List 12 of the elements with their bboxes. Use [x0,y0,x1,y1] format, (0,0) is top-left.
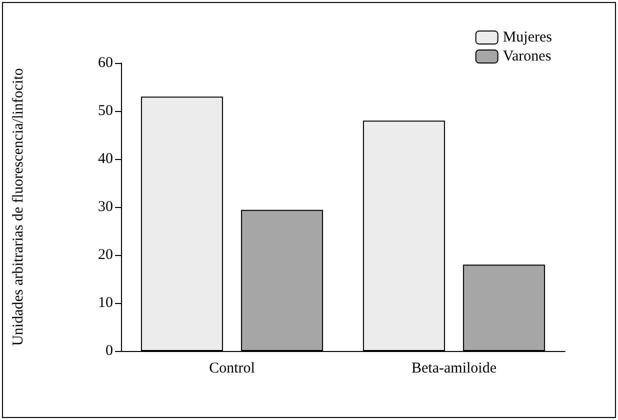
y-tick-label: 20 [98,247,113,263]
y-tick-label: 10 [98,295,113,311]
x-tick-label: Control [209,360,255,376]
x-tick-label: Beta-amiloide [412,360,497,376]
y-tick-label: 40 [98,151,113,167]
y-tick-label: 50 [98,103,113,119]
legend-label: Varones [502,48,552,64]
y-tick-label: 60 [98,55,113,71]
y-axis-title: Unidades arbitrarias de fluorescencia/linfocito [10,68,26,346]
y-tick-label: 30 [98,199,113,215]
legend-label: Mujeres [502,30,552,46]
y-tick-label: 0 [106,343,113,359]
